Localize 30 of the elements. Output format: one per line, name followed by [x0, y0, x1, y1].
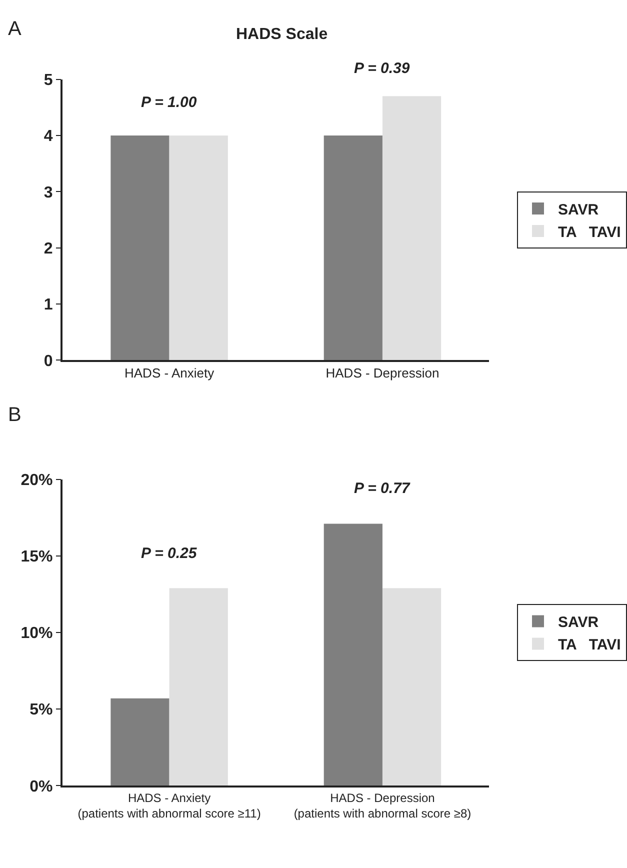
y-tick-label: 20%	[20, 472, 53, 489]
text: B	[8, 404, 22, 426]
y-tick-label: 5	[44, 72, 53, 89]
x-tick-label: HADS - Depression	[326, 366, 440, 381]
x-tick-label: HADS - Depression (patients with abnormal score ≥8)	[294, 790, 472, 820]
legend-label: SAVR	[558, 201, 599, 218]
y-tick-label: 10%	[20, 625, 53, 642]
bar	[324, 524, 382, 786]
bar	[169, 588, 228, 786]
legend-label: SAVR	[558, 614, 599, 632]
y-tick-label: 15%	[20, 548, 53, 566]
text: A	[8, 18, 22, 40]
bar	[382, 588, 442, 786]
annotation: P = 1.00	[141, 94, 198, 111]
legend-label: TA TAVI	[558, 636, 621, 654]
x-tick-label: HADS - Anxiety	[124, 366, 215, 381]
legend-label: TA TAVI	[558, 224, 621, 241]
annotation: P = 0.25	[141, 545, 198, 562]
text: P = 0.39	[354, 60, 410, 77]
bar	[110, 698, 170, 786]
x-tick-label: HADS - Anxiety (patients with abnormal score ≥11)	[78, 790, 261, 820]
y-tick-label: 0%	[30, 778, 53, 796]
annotation: P = 0.77	[354, 480, 410, 497]
y-tick-label: 0	[44, 352, 53, 370]
y-tick-label: 1	[44, 296, 53, 314]
y-tick-label: 4	[44, 128, 53, 146]
y-tick-label: 2	[44, 240, 53, 258]
y-tick-label: 5%	[30, 702, 53, 719]
y-tick-label: 3	[44, 184, 53, 202]
chart-title: HADS Scale	[236, 26, 328, 43]
